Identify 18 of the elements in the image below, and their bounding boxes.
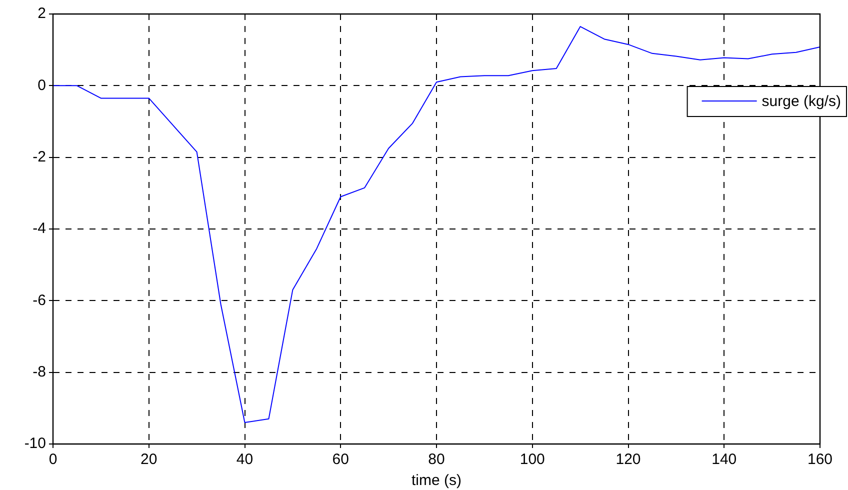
x-tick-label: 0 [48, 451, 58, 468]
x-tick-label: 160 [807, 451, 833, 468]
legend-label: surge (kg/s) [762, 93, 842, 110]
y-tick-label: -10 [24, 435, 46, 452]
x-tick-label: 140 [712, 451, 737, 468]
y-tick-label: 2 [38, 5, 46, 22]
y-tick-label: -2 [32, 148, 46, 166]
x-axis-title: time (s) [412, 472, 462, 490]
x-tick-label: 80 [428, 451, 445, 468]
x-tick-label: 120 [616, 451, 641, 468]
x-tick-label: 20 [140, 451, 158, 468]
y-tick-label: -6 [32, 292, 46, 309]
x-tick-label: 60 [332, 451, 349, 468]
x-tick-label: 100 [520, 451, 545, 468]
y-tick-label: 0 [38, 76, 46, 94]
y-tick-label: -8 [32, 363, 46, 380]
y-tick-label: -4 [32, 220, 46, 238]
x-tick-label: 40 [236, 451, 254, 468]
